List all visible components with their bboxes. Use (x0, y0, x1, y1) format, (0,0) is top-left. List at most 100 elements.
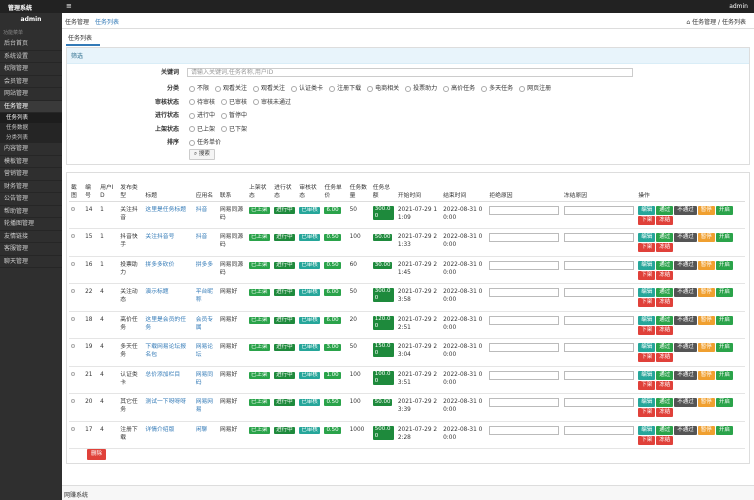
reason-input[interactable] (563, 260, 634, 270)
checkbox[interactable] (71, 426, 75, 431)
reason-input[interactable] (563, 205, 634, 215)
link[interactable]: 演示标题 (145, 289, 169, 295)
link[interactable]: 拼多多 (195, 261, 214, 268)
link[interactable]: 网易网易 (195, 399, 214, 413)
op-button[interactable]: 通过 (656, 315, 674, 325)
bc-item[interactable]: 任务管理 (692, 19, 717, 26)
op-button[interactable]: 下架 (638, 435, 656, 445)
op-button[interactable]: 编辑 (638, 205, 656, 215)
op-button[interactable]: 暂停 (697, 370, 715, 380)
radio-option[interactable]: 不限 (189, 85, 209, 92)
menu-item[interactable]: 客服管理 (0, 243, 62, 256)
radio-option[interactable]: 待审核 (189, 99, 215, 106)
checkbox[interactable] (71, 316, 75, 321)
op-button[interactable]: 通过 (656, 205, 674, 215)
radio-option[interactable]: 任务单价 (189, 139, 221, 146)
op-button[interactable]: 开启 (715, 398, 733, 407)
op-button[interactable]: 通过 (656, 260, 674, 270)
checkbox[interactable] (71, 261, 75, 266)
checkbox[interactable] (71, 399, 75, 403)
op-button[interactable]: 暂停 (697, 205, 715, 215)
menu-item[interactable]: 后台首页 (0, 38, 62, 51)
op-button[interactable]: 冻结 (656, 353, 674, 362)
checkbox[interactable] (71, 234, 75, 238)
radio-option[interactable]: 注册下载 (329, 85, 361, 92)
menu-toggle[interactable]: ≡ (66, 2, 72, 10)
reason-input[interactable] (489, 288, 560, 297)
op-button[interactable]: 编辑 (638, 288, 656, 297)
reason-input[interactable] (563, 398, 634, 407)
menu-item[interactable]: 网站管理 (0, 88, 62, 101)
op-button[interactable]: 下架 (638, 215, 656, 225)
op-button[interactable]: 暂停 (697, 288, 715, 297)
reason-input[interactable] (489, 370, 560, 380)
op-button[interactable]: 冻结 (656, 270, 674, 280)
op-button[interactable]: 暂停 (697, 425, 715, 435)
op-button[interactable]: 不通过 (674, 315, 697, 325)
op-button[interactable]: 开启 (715, 370, 733, 380)
link[interactable]: 闲聊 (195, 426, 208, 433)
op-button[interactable]: 通过 (656, 370, 674, 380)
link[interactable]: 抖音 (195, 234, 208, 240)
op-button[interactable]: 开启 (715, 425, 733, 435)
reason-input[interactable] (489, 425, 560, 435)
op-button[interactable]: 通过 (656, 288, 674, 297)
menu-item[interactable]: 公告管理 (0, 193, 62, 206)
link[interactable]: 网易论坛 (195, 344, 214, 358)
reason-input[interactable] (489, 233, 560, 242)
radio-option[interactable]: 网页注册 (519, 85, 551, 92)
op-button[interactable]: 暂停 (697, 315, 715, 325)
submenu-item[interactable]: 任务数据 (0, 123, 62, 133)
menu-item[interactable]: 营销管理 (0, 168, 62, 181)
menu-item[interactable]: 任务管理 (0, 100, 62, 113)
reason-input[interactable] (489, 398, 560, 407)
op-button[interactable]: 开启 (715, 233, 733, 242)
reason-input[interactable] (489, 315, 560, 325)
bc-tab[interactable]: 任务列表 (95, 19, 120, 26)
op-button[interactable]: 编辑 (638, 260, 656, 270)
op-button[interactable]: 开启 (715, 260, 733, 270)
op-button[interactable]: 不通过 (674, 205, 697, 215)
radio-option[interactable]: 认证类卡 (291, 85, 323, 92)
link[interactable]: 详情介绍版 (145, 426, 175, 433)
op-button[interactable]: 开启 (715, 343, 733, 352)
checkbox[interactable] (71, 371, 75, 376)
op-button[interactable]: 冻结 (656, 435, 674, 445)
reason-input[interactable] (563, 315, 634, 325)
menu-item[interactable]: 帮助管理 (0, 206, 62, 218)
link[interactable]: 平台昵称 (195, 289, 214, 303)
link[interactable]: 拼多多砍价 (145, 261, 175, 268)
checkbox[interactable] (71, 206, 75, 211)
search-button[interactable]: ⌕ 搜索 (189, 149, 215, 160)
op-button[interactable]: 不通过 (674, 233, 697, 242)
checkbox[interactable] (71, 344, 75, 348)
radio-option[interactable]: 电商相关 (367, 85, 399, 92)
op-button[interactable]: 不通过 (674, 370, 697, 380)
op-button[interactable]: 冻结 (656, 243, 674, 252)
op-button[interactable]: 开启 (715, 205, 733, 215)
op-button[interactable]: 开启 (715, 315, 733, 325)
op-button[interactable]: 暂停 (697, 398, 715, 407)
op-button[interactable]: 通过 (656, 398, 674, 407)
op-button[interactable]: 开启 (715, 288, 733, 297)
op-button[interactable]: 通过 (656, 343, 674, 352)
menu-item[interactable]: 轮播图管理 (0, 218, 62, 231)
menu-item[interactable]: 模板管理 (0, 156, 62, 168)
link[interactable]: 抖音 (195, 206, 208, 213)
reason-input[interactable] (563, 370, 634, 380)
op-button[interactable]: 通过 (656, 233, 674, 242)
radio-option[interactable]: 高价任务 (443, 85, 475, 92)
menu-item[interactable]: 财务管理 (0, 181, 62, 193)
op-button[interactable]: 暂停 (697, 233, 715, 242)
submenu-item[interactable]: 分类列表 (0, 133, 62, 143)
reason-input[interactable] (489, 205, 560, 215)
op-button[interactable]: 不通过 (674, 343, 697, 352)
op-button[interactable]: 冻结 (656, 380, 674, 390)
op-button[interactable]: 不通过 (674, 425, 697, 435)
radio-option[interactable]: 已审核 (221, 99, 247, 106)
link[interactable]: 关注抖音号 (145, 234, 175, 240)
op-button[interactable]: 下架 (638, 298, 656, 307)
radio-option[interactable]: 多天任务 (481, 85, 513, 92)
op-button[interactable]: 编辑 (638, 398, 656, 407)
reason-input[interactable] (563, 288, 634, 297)
